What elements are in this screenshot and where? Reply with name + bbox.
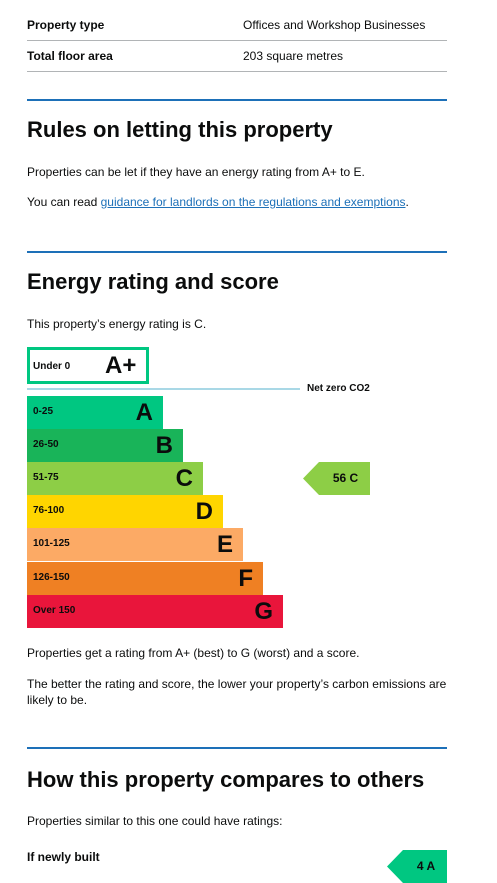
divider bbox=[27, 40, 447, 41]
current-rating-label: 56 C bbox=[332, 471, 359, 485]
rating-band: 126-150 F bbox=[27, 562, 263, 595]
paragraph: Properties similar to this one could hav… bbox=[27, 814, 283, 828]
rating-range: Over 150 bbox=[33, 605, 76, 616]
paragraph: Properties get a rating from A+ (best) t… bbox=[27, 646, 360, 660]
rating-box: Under 0 A+ bbox=[27, 347, 149, 384]
rating-range: 0-25 bbox=[33, 406, 54, 417]
section-rule bbox=[27, 99, 447, 101]
section-heading: Rules on letting this property bbox=[27, 117, 333, 142]
section-heading: Energy rating and score bbox=[27, 269, 279, 294]
rating-band: 101-125 E bbox=[27, 528, 243, 561]
paragraph: You can read guidance for landlords on t… bbox=[27, 195, 409, 209]
net-zero-line bbox=[27, 388, 300, 390]
rating-letter: A+ bbox=[105, 352, 137, 379]
summary-value: 203 square metres bbox=[243, 49, 344, 63]
paragraph: Properties can be let if they have an en… bbox=[27, 165, 365, 179]
comparison-rating-label: 4 A bbox=[416, 859, 436, 873]
summary-value: Offices and Workshop Businesses bbox=[243, 18, 426, 32]
rating-range: 101-125 bbox=[33, 538, 70, 549]
rating-range: 26-50 bbox=[33, 439, 59, 450]
rating-band: 26-50 B bbox=[27, 429, 183, 462]
rating-band: 0-25 A bbox=[27, 396, 163, 429]
rating-letter: B bbox=[155, 432, 173, 459]
rating-range: 126-150 bbox=[33, 572, 70, 583]
paragraph: This property’s energy rating is C. bbox=[27, 317, 207, 331]
rating-letter: C bbox=[175, 465, 193, 492]
net-zero-label: Net zero CO2 bbox=[307, 383, 370, 394]
rating-letter: F bbox=[238, 565, 253, 592]
comparison-label: If newly built bbox=[27, 850, 100, 864]
section-rule bbox=[27, 251, 447, 253]
section-heading: How this property compares to others bbox=[27, 767, 425, 792]
link[interactable]: guidance for landlords on the regulation… bbox=[100, 195, 406, 209]
rating-letter: G bbox=[254, 598, 273, 625]
summary-key: Property type bbox=[27, 18, 105, 32]
text: You can read bbox=[27, 195, 101, 209]
text: . bbox=[405, 195, 409, 209]
rating-letter: A bbox=[135, 399, 153, 426]
rating-band: Over 150 G bbox=[27, 595, 283, 628]
rating-range: Under 0 bbox=[33, 361, 71, 372]
comparison-rating: 4 A bbox=[387, 850, 447, 883]
summary-key: Total floor area bbox=[27, 49, 113, 63]
rating-range: 51-75 bbox=[33, 472, 59, 483]
section-rule bbox=[27, 747, 447, 749]
rating-band: 76-100 D bbox=[27, 495, 223, 528]
paragraph: The better the rating and score, the low… bbox=[27, 677, 447, 707]
rating-band: 51-75 C bbox=[27, 462, 203, 495]
rating-range: 76-100 bbox=[33, 505, 65, 516]
rating-letter: D bbox=[195, 498, 213, 525]
divider bbox=[27, 71, 447, 72]
rating-letter: E bbox=[216, 531, 233, 558]
current-rating: 56 C bbox=[303, 462, 370, 495]
